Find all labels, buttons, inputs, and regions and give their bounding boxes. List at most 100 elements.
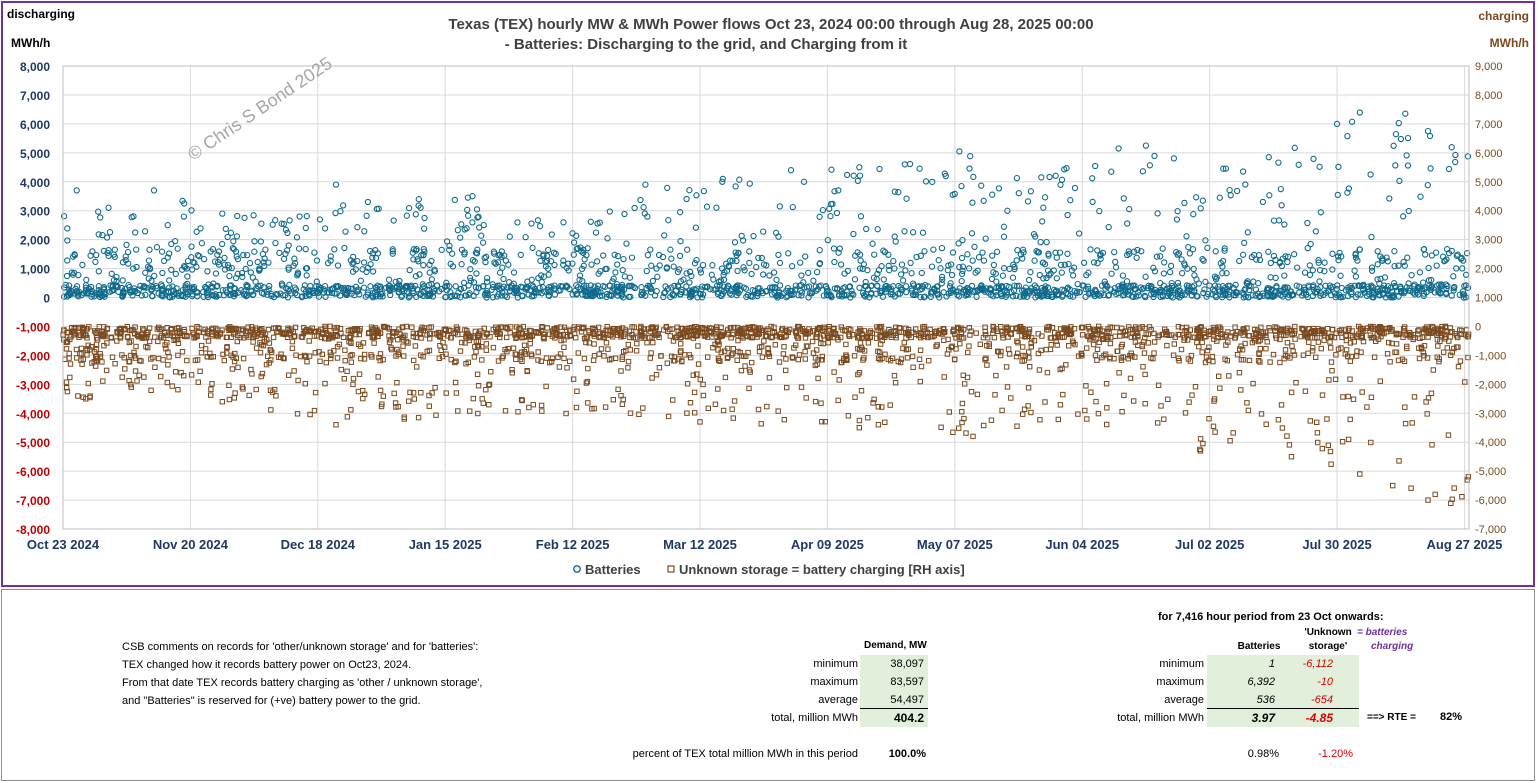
unknown-storage-point (1027, 364, 1033, 370)
battery-point (1448, 292, 1455, 299)
battery-point (733, 285, 740, 293)
unknown-storage-point (1409, 420, 1415, 426)
unknown-storage-point (306, 338, 312, 344)
battery-point (1204, 244, 1211, 252)
unknown-storage-point (610, 397, 616, 403)
unknown-storage-point (584, 334, 591, 340)
row-label-maximum: maximum (810, 676, 858, 688)
unknown-storage-point (917, 378, 923, 385)
unknown-storage-point (722, 374, 729, 381)
battery-point (966, 165, 973, 172)
unknown-storage-point (1106, 329, 1112, 335)
battery-point (963, 290, 970, 298)
battery-point (693, 285, 700, 292)
unknown-storage-point (127, 327, 133, 334)
battery-point (461, 226, 468, 233)
y-tick-right: 6,000 (1475, 148, 1503, 160)
unknown-storage-point (442, 326, 449, 332)
unknown-storage-point (248, 366, 254, 373)
battery-point (1197, 205, 1204, 212)
unknown-storage-point (78, 345, 85, 352)
battery-point (1335, 163, 1342, 171)
battery-point (864, 286, 872, 293)
unknown-storage-point (415, 414, 422, 421)
unknown-storage-point (1444, 345, 1450, 351)
battery-point (1285, 291, 1293, 298)
battery-point (1265, 248, 1272, 255)
unknown-storage-point (1234, 352, 1241, 358)
unknown-storage-point (322, 380, 328, 387)
unknown-storage-point (1264, 339, 1270, 345)
battery-point (754, 285, 762, 292)
battery-point (141, 228, 149, 235)
battery-point (362, 293, 369, 300)
battery-point (483, 278, 491, 285)
unknown-storage-point (814, 347, 820, 353)
battery-point (286, 281, 293, 288)
battery-point (1221, 245, 1228, 252)
battery-point (224, 233, 231, 241)
unknown-storage-point (80, 356, 86, 362)
battery-point (860, 261, 868, 268)
battery-point (744, 291, 751, 299)
battery-point (664, 285, 672, 292)
battery-point (902, 267, 909, 274)
battery-point (466, 274, 474, 282)
battery-point (284, 247, 291, 254)
battery-point (784, 292, 791, 300)
battery-point (874, 270, 881, 277)
demand-minimum: 38,097 (860, 655, 928, 673)
battery-point (606, 282, 613, 289)
unknown-storage-point (573, 404, 580, 411)
unknown-storage-point (583, 380, 590, 386)
unknown-storage-point (1359, 389, 1365, 395)
unknown-storage-point (1060, 391, 1066, 398)
unknown-storage-point (700, 381, 706, 388)
battery-point (954, 291, 961, 299)
x-tick-label: Jul 30 2025 (1302, 537, 1371, 552)
battery-point (808, 290, 815, 297)
battery-point (510, 269, 518, 276)
unknown-storage-point (957, 341, 963, 347)
unknown-storage-point (1393, 341, 1400, 347)
battery-point (426, 269, 433, 276)
battery-point (332, 283, 340, 290)
battery-point (150, 187, 158, 194)
unknown-storage-point (1291, 352, 1298, 358)
unknown-storage-point (249, 371, 255, 377)
unknown-storage-point (615, 386, 621, 393)
battery-point (377, 283, 384, 290)
battery-point (1226, 186, 1233, 194)
battery-point (1043, 274, 1050, 282)
unknown-storage-point (1175, 324, 1182, 330)
battery-point (517, 283, 525, 290)
battery-point (570, 251, 577, 258)
unknown-storage-point (1028, 344, 1034, 350)
unknown-storage-point (118, 334, 124, 340)
unknown-storage-point (134, 378, 140, 384)
battery-point (708, 271, 715, 278)
battery-point (956, 148, 963, 155)
battery-point (755, 254, 762, 262)
battery-point (1358, 282, 1366, 289)
battery-point (465, 291, 472, 299)
battery-point (153, 284, 160, 292)
unknown-storage-point (1093, 398, 1099, 405)
battery-point (653, 265, 660, 272)
battery-point (356, 291, 363, 298)
unknown-storage-point (945, 336, 951, 343)
unknown-storage-point (1288, 454, 1295, 460)
unknown-storage-point (409, 324, 415, 330)
battery-point (212, 291, 219, 298)
battery-point (760, 228, 767, 235)
unknown-storage-point (1054, 342, 1060, 348)
unknown-storage-point (133, 343, 139, 350)
battery-point (296, 213, 303, 220)
battery-point (1443, 256, 1450, 263)
battery-point (202, 285, 210, 292)
battery-point (1397, 283, 1404, 291)
battery-point (1392, 162, 1399, 169)
unknown-storage-point (510, 345, 517, 351)
x-tick-label: Mar 12 2025 (663, 537, 737, 552)
battery-point (661, 232, 668, 239)
